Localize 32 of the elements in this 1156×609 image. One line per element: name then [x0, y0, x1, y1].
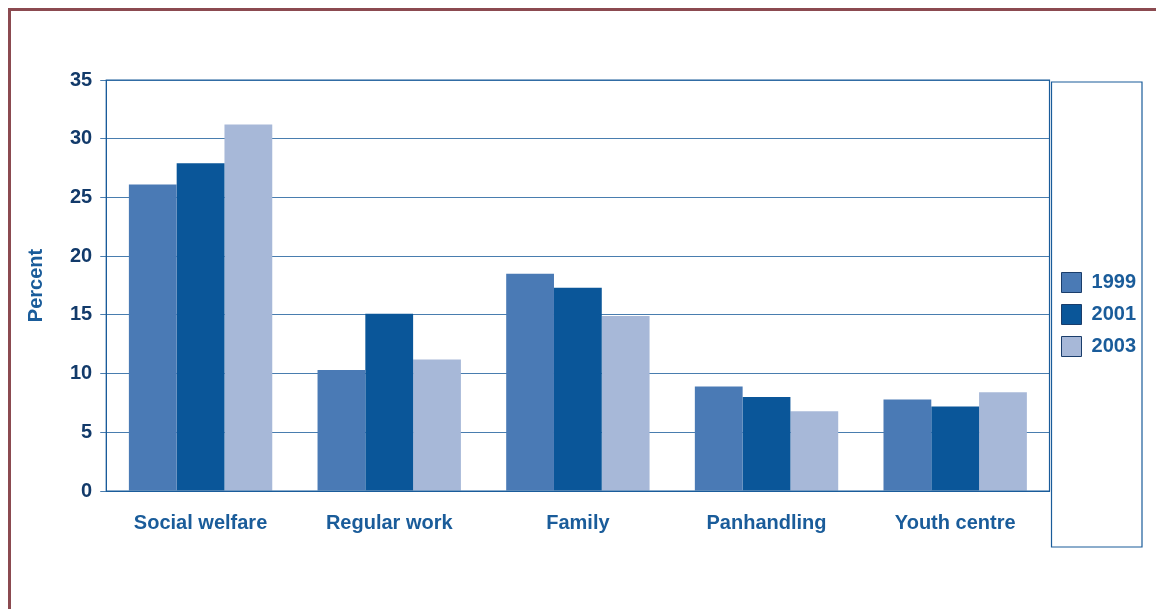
bar	[601, 316, 650, 491]
bar	[931, 406, 980, 491]
y-tick-label: 0	[81, 478, 93, 501]
y-tick-label: 10	[70, 361, 93, 384]
x-tick-label: Regular work	[325, 510, 454, 533]
bar	[506, 273, 554, 491]
bar	[694, 386, 743, 491]
y-tick-label: 25	[70, 184, 93, 207]
legend-label: 1999	[1091, 270, 1137, 293]
legend-label: 2001	[1091, 302, 1137, 325]
bar	[979, 392, 1027, 491]
x-tick-label: Youth centre	[894, 510, 1016, 533]
bar	[742, 397, 791, 491]
bar	[128, 184, 177, 491]
y-axis-title: Percent	[23, 248, 46, 323]
y-tick-label: 35	[70, 67, 93, 90]
bar	[553, 287, 602, 491]
y-tick-label: 20	[70, 243, 93, 266]
y-tick-label: 15	[70, 302, 93, 325]
x-tick-label: Panhandling	[706, 510, 827, 533]
bar	[883, 399, 932, 491]
y-tick-label: 5	[81, 419, 93, 442]
legend-label: 2003	[1091, 334, 1137, 357]
bar	[224, 124, 273, 491]
bar	[790, 411, 839, 491]
y-tick-label: 30	[70, 126, 93, 149]
x-tick-label: Social welfare	[133, 510, 268, 533]
bar	[317, 370, 366, 491]
bar	[176, 163, 225, 491]
x-tick-label: Family	[546, 510, 611, 533]
bar	[413, 359, 461, 491]
bar	[365, 313, 414, 491]
